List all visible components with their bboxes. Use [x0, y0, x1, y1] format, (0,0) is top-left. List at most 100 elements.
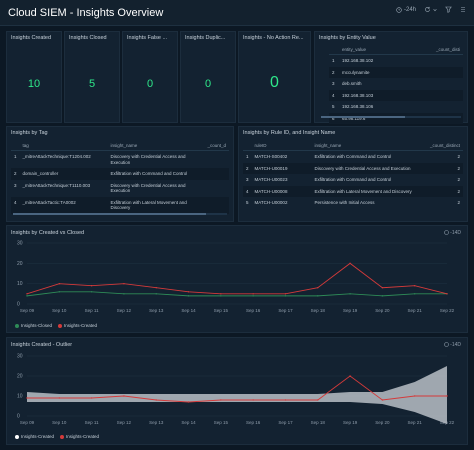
table-row[interactable]: 4 192.168.38.103 [329, 89, 463, 101]
column-header[interactable]: insight_name [311, 141, 427, 151]
data-point[interactable] [349, 293, 351, 295]
row-index: 4 [11, 196, 20, 214]
table-row[interactable]: 1 MATCH-S00402 Exfiltration with Command a… [243, 151, 463, 163]
data-point[interactable] [155, 287, 157, 289]
panel-time-range[interactable]: -14D [443, 230, 461, 236]
scrollbar-thumb[interactable] [321, 116, 405, 118]
data-point[interactable] [220, 399, 222, 401]
column-header[interactable]: insight_name [107, 141, 205, 151]
table-row[interactable]: 4 _mitreAttackTactic:TA0002 Exfiltration w… [11, 196, 229, 214]
legend-item-created[interactable]: Insights-Created [58, 323, 97, 328]
data-point[interactable] [284, 295, 287, 297]
time-range-button[interactable]: -24h [396, 7, 416, 13]
data-point[interactable] [252, 399, 254, 401]
data-point[interactable] [90, 397, 93, 399]
series-line[interactable] [26, 291, 447, 297]
filter-button[interactable] [445, 6, 452, 13]
data-point[interactable] [58, 397, 61, 399]
data-point[interactable] [155, 399, 157, 401]
kpi-value: 0 [204, 78, 212, 90]
count-value [204, 180, 229, 197]
data-point[interactable] [26, 295, 28, 297]
table-row[interactable]: 6 65.98.119.6 [329, 112, 463, 124]
table-row[interactable]: 1 _mitreAttackTechnique:T1204.002 Discover… [11, 151, 229, 169]
data-point[interactable] [349, 262, 351, 265]
table-row[interactable]: 3 deb.smith [329, 78, 463, 90]
data-point[interactable] [381, 295, 384, 297]
kpi-insights-duplicate[interactable]: Insights Duplic... 0 [180, 31, 236, 123]
data-point[interactable] [284, 399, 287, 401]
horizontal-scrollbar[interactable] [321, 116, 461, 118]
data-point[interactable] [58, 291, 61, 293]
kpi-insights-false-positive[interactable]: Insights False ... 0 [122, 31, 178, 123]
table-row[interactable]: 3 MATCH-U00023 Exfiltration with Command a… [243, 174, 463, 186]
data-point[interactable] [187, 291, 190, 293]
data-point[interactable] [381, 287, 384, 289]
column-header[interactable]: tag [19, 141, 108, 151]
data-point[interactable] [317, 287, 319, 289]
rule-table: ruleID insight_name _count_distinct 1 MAT… [243, 141, 463, 209]
count-value [407, 89, 463, 101]
data-point[interactable] [317, 295, 319, 297]
data-point[interactable] [26, 293, 28, 295]
data-point[interactable] [381, 399, 384, 401]
data-point[interactable] [26, 397, 28, 399]
table-row[interactable]: 1 192.168.38.102 [329, 55, 463, 67]
data-point[interactable] [413, 293, 416, 295]
column-header[interactable]: _count_d [204, 141, 229, 151]
scrollbar-thumb[interactable] [13, 213, 206, 215]
row-index: 5 [246, 200, 249, 205]
refresh-button[interactable] [424, 6, 437, 13]
horizontal-scrollbar[interactable] [13, 213, 227, 215]
legend-item-created[interactable]: Insights-Created [60, 434, 99, 439]
table-row[interactable]: 2 MATCH-U00019 Discovery with Credential A… [243, 162, 463, 174]
legend-item-closed[interactable]: Insights-Closed [15, 323, 52, 328]
series-line[interactable] [26, 262, 448, 295]
data-point[interactable] [123, 293, 125, 295]
column-header[interactable]: entity_value [339, 45, 408, 55]
series-line[interactable] [27, 375, 447, 403]
data-point[interactable] [187, 401, 190, 403]
data-point[interactable] [220, 295, 222, 297]
data-point[interactable] [317, 399, 319, 401]
column-header[interactable]: _count_distinct [426, 141, 463, 151]
column-header[interactable]: _count_disti [407, 45, 463, 55]
more-button[interactable] [460, 6, 466, 13]
entity-table: entity_value _count_disti 1 192.168.38.10… [329, 45, 463, 124]
data-point[interactable] [284, 293, 287, 295]
table-row[interactable]: 3 _mitreAttackTechnique:T1110.003 Discover… [11, 180, 229, 197]
data-point[interactable] [187, 295, 190, 297]
dashboard-header: Cloud SIEM - Insights Overview -24h [0, 0, 474, 26]
data-point[interactable] [349, 375, 351, 377]
data-point[interactable] [252, 295, 254, 297]
table-row[interactable]: 2 domain_controller Exfiltration with Comm… [11, 168, 229, 180]
panel-time-range[interactable]: -14D [443, 342, 461, 348]
row-index: 4 [329, 89, 339, 101]
data-point[interactable] [252, 293, 254, 295]
legend-item-created-baseline[interactable]: Insights-Created [15, 434, 54, 439]
kpi-insights-closed[interactable]: Insights Closed 5 [64, 31, 120, 123]
data-point[interactable] [58, 282, 61, 285]
table-row[interactable]: 5 MATCH-U00002 Persistence with Initial Ac… [243, 197, 463, 209]
insight-name: Exfiltration with Lateral Movement and D… [311, 185, 427, 197]
data-point[interactable] [413, 285, 416, 287]
data-point[interactable] [90, 285, 93, 287]
kpi-value: 5 [88, 78, 96, 90]
table-row[interactable]: 4 MATCH-U00008 Exfiltration with Lateral M… [243, 185, 463, 197]
data-point[interactable] [123, 395, 125, 397]
insight-name: Discovery with Credential Access and Exe… [110, 154, 186, 165]
data-point[interactable] [446, 395, 448, 397]
data-point[interactable] [220, 293, 222, 295]
column-header[interactable]: ruleID [251, 141, 312, 151]
data-point[interactable] [90, 291, 93, 293]
table-row[interactable]: 5 192.168.38.106 [329, 101, 463, 113]
data-point[interactable] [155, 293, 157, 295]
legend-swatch [58, 323, 63, 328]
data-point[interactable] [123, 282, 125, 285]
row-index: 2 [243, 162, 252, 174]
data-point[interactable] [413, 395, 416, 397]
data-point[interactable] [446, 293, 448, 295]
table-row[interactable]: 2 mcculynamite [329, 66, 463, 78]
kpi-insights-created[interactable]: Insights Created 10 [6, 31, 62, 123]
kpi-insights-no-action[interactable]: Insights - No Action Re... 0 [238, 31, 311, 123]
